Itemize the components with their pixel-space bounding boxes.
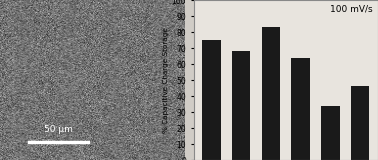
Text: 50 μm: 50 μm <box>44 125 73 134</box>
Bar <box>262 27 280 160</box>
Y-axis label: % Capacitive Charge Storage: % Capacitive Charge Storage <box>163 27 169 133</box>
Bar <box>321 106 340 160</box>
Text: 100 mV/s: 100 mV/s <box>330 5 372 14</box>
Bar <box>291 58 310 160</box>
Bar <box>351 86 369 160</box>
Bar <box>202 40 221 160</box>
Bar <box>232 51 250 160</box>
